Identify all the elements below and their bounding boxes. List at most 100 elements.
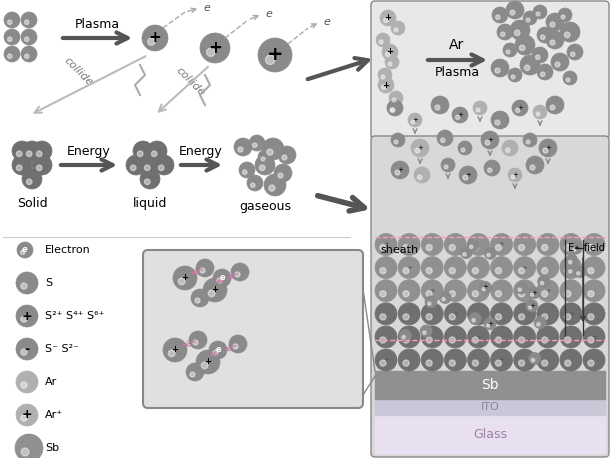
Circle shape: [532, 47, 548, 63]
Circle shape: [437, 130, 453, 146]
Circle shape: [560, 256, 582, 278]
Circle shape: [518, 337, 525, 343]
Circle shape: [542, 360, 548, 366]
Circle shape: [573, 248, 576, 251]
Circle shape: [523, 11, 537, 25]
Circle shape: [17, 242, 33, 258]
Circle shape: [131, 165, 136, 170]
Circle shape: [267, 149, 273, 155]
Text: +: +: [417, 145, 423, 151]
Circle shape: [540, 281, 544, 285]
Circle shape: [514, 280, 536, 302]
Circle shape: [422, 256, 443, 278]
Circle shape: [398, 256, 420, 278]
Text: +: +: [171, 345, 179, 354]
Text: +: +: [465, 172, 471, 178]
Circle shape: [583, 303, 605, 325]
Circle shape: [163, 338, 187, 362]
Circle shape: [426, 337, 432, 343]
Text: +: +: [476, 334, 481, 340]
Circle shape: [22, 169, 42, 189]
Text: +: +: [453, 311, 458, 317]
Circle shape: [537, 280, 559, 302]
Text: +: +: [568, 311, 574, 317]
Circle shape: [537, 27, 553, 43]
Circle shape: [459, 166, 477, 184]
Circle shape: [515, 282, 528, 294]
Circle shape: [531, 359, 535, 362]
Text: +: +: [406, 265, 412, 271]
Circle shape: [565, 245, 571, 251]
Circle shape: [490, 280, 512, 302]
Circle shape: [16, 338, 38, 360]
Circle shape: [495, 120, 500, 125]
Circle shape: [460, 247, 472, 259]
Circle shape: [518, 288, 522, 291]
Circle shape: [261, 157, 265, 161]
Circle shape: [274, 164, 292, 182]
Circle shape: [380, 267, 386, 274]
Circle shape: [487, 324, 490, 327]
Circle shape: [389, 91, 403, 105]
Circle shape: [444, 234, 466, 256]
Circle shape: [588, 337, 594, 343]
Circle shape: [514, 30, 520, 36]
Circle shape: [398, 234, 420, 256]
Circle shape: [231, 263, 249, 281]
Circle shape: [461, 148, 465, 152]
Circle shape: [508, 68, 522, 82]
Text: +: +: [545, 145, 551, 151]
Circle shape: [7, 20, 12, 24]
Circle shape: [511, 75, 515, 79]
Circle shape: [140, 155, 160, 175]
Circle shape: [387, 101, 401, 115]
Circle shape: [546, 96, 564, 114]
Circle shape: [565, 314, 571, 320]
Circle shape: [15, 434, 43, 458]
Circle shape: [385, 55, 399, 69]
Circle shape: [472, 337, 478, 343]
Circle shape: [201, 362, 208, 369]
Circle shape: [456, 115, 460, 120]
Text: +: +: [384, 13, 392, 22]
Circle shape: [508, 168, 522, 182]
Circle shape: [21, 29, 37, 45]
Circle shape: [476, 108, 480, 112]
Circle shape: [154, 155, 174, 175]
Bar: [375, 399, 605, 415]
Circle shape: [435, 105, 440, 110]
Circle shape: [380, 10, 396, 26]
Circle shape: [249, 135, 265, 151]
Circle shape: [253, 143, 257, 147]
Text: collide: collide: [62, 56, 95, 88]
Circle shape: [195, 298, 200, 303]
Circle shape: [16, 165, 22, 170]
Circle shape: [375, 256, 397, 278]
Text: collide: collide: [174, 65, 206, 98]
Circle shape: [470, 245, 473, 249]
Circle shape: [213, 350, 218, 355]
Bar: [375, 415, 605, 453]
Circle shape: [525, 65, 530, 71]
Circle shape: [560, 326, 582, 348]
Circle shape: [382, 44, 398, 60]
Circle shape: [213, 269, 231, 287]
Circle shape: [542, 337, 548, 343]
Circle shape: [469, 313, 481, 325]
Circle shape: [560, 349, 582, 371]
Circle shape: [411, 120, 415, 124]
Circle shape: [503, 43, 517, 57]
Circle shape: [536, 12, 540, 16]
Circle shape: [21, 316, 27, 322]
Circle shape: [426, 245, 432, 251]
Circle shape: [21, 448, 29, 456]
Circle shape: [422, 326, 443, 348]
Circle shape: [32, 141, 52, 161]
Circle shape: [402, 335, 405, 339]
Circle shape: [168, 350, 175, 357]
Circle shape: [258, 38, 292, 72]
Text: Plasma: Plasma: [434, 65, 479, 78]
Circle shape: [583, 256, 605, 278]
Circle shape: [403, 291, 409, 297]
Circle shape: [151, 151, 157, 157]
